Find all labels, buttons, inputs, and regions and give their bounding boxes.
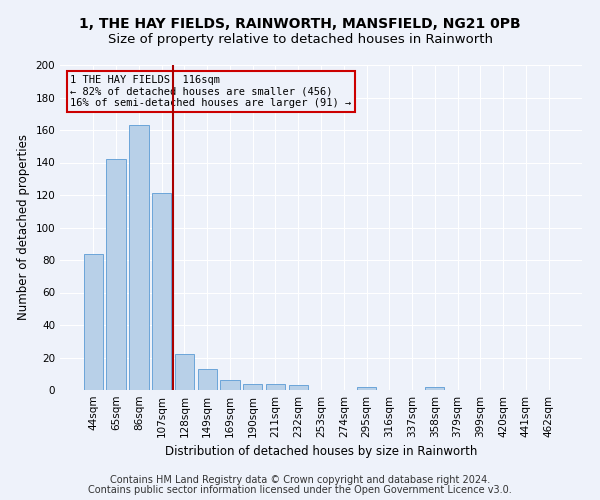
Bar	[266, 384, 285, 390]
Text: 1, THE HAY FIELDS, RAINWORTH, MANSFIELD, NG21 0PB: 1, THE HAY FIELDS, RAINWORTH, MANSFIELD,…	[79, 18, 521, 32]
Bar	[243, 384, 262, 390]
Text: 1 THE HAY FIELDS: 116sqm
← 82% of detached houses are smaller (456)
16% of semi-: 1 THE HAY FIELDS: 116sqm ← 82% of detach…	[70, 74, 352, 108]
Bar	[425, 387, 445, 390]
Bar	[152, 194, 172, 390]
Bar	[175, 354, 194, 390]
Text: Size of property relative to detached houses in Rainworth: Size of property relative to detached ho…	[107, 32, 493, 46]
Bar	[129, 125, 149, 390]
Text: Contains public sector information licensed under the Open Government Licence v3: Contains public sector information licen…	[88, 485, 512, 495]
Bar	[197, 369, 217, 390]
Y-axis label: Number of detached properties: Number of detached properties	[17, 134, 30, 320]
Bar	[220, 380, 239, 390]
Bar	[289, 385, 308, 390]
X-axis label: Distribution of detached houses by size in Rainworth: Distribution of detached houses by size …	[165, 446, 477, 458]
Bar	[357, 387, 376, 390]
Bar	[106, 159, 126, 390]
Bar	[84, 254, 103, 390]
Text: Contains HM Land Registry data © Crown copyright and database right 2024.: Contains HM Land Registry data © Crown c…	[110, 475, 490, 485]
